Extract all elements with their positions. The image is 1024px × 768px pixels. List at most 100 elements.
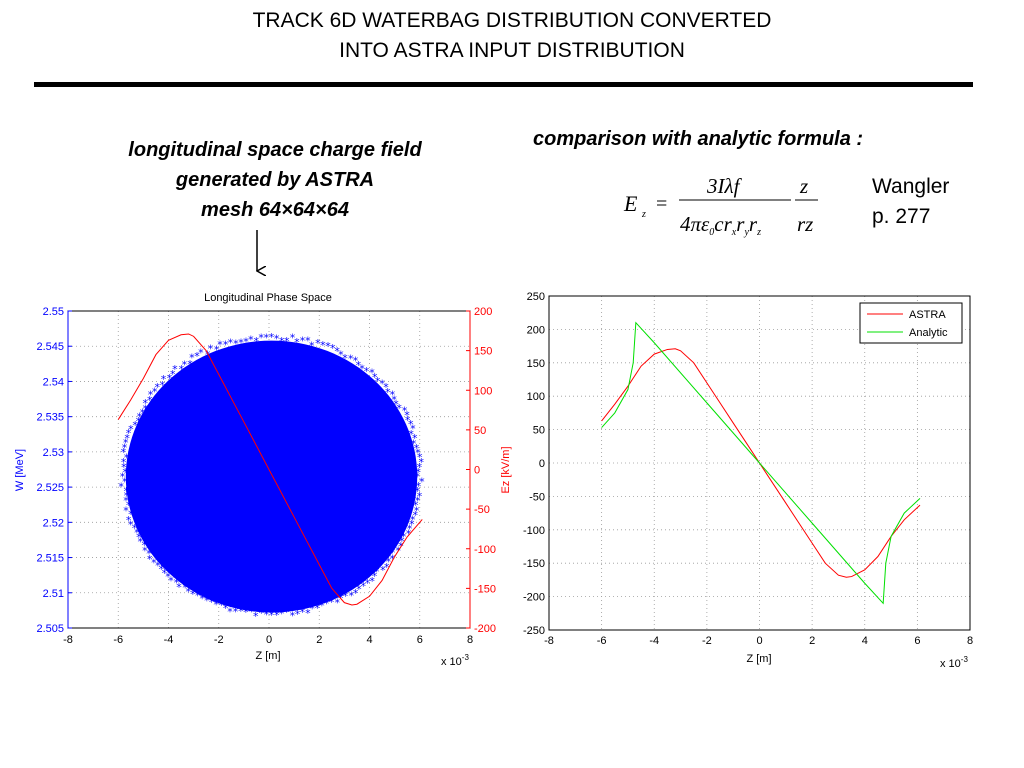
- y-tick-label: 2.54: [43, 376, 64, 388]
- chart-right-legend: ASTRA Analytic: [859, 302, 963, 344]
- scatter-point: *: [402, 405, 408, 418]
- scatter-point: *: [305, 607, 311, 620]
- scatter-point: *: [338, 349, 344, 362]
- scatter-point: *: [122, 475, 128, 488]
- formula-lhs: E: [623, 191, 638, 216]
- scatter-point: *: [264, 331, 270, 344]
- scatter-point: *: [319, 600, 325, 613]
- x-tick-label: -2: [214, 634, 224, 646]
- scatter-point: *: [396, 402, 402, 415]
- scatter-point: *: [189, 352, 195, 365]
- scatter-point: *: [369, 366, 375, 379]
- scatter-point: *: [121, 461, 127, 474]
- chart-left-y2label: Ez [kV/m]: [500, 446, 512, 493]
- chart-left-lines: [117, 333, 423, 606]
- scatter-point: *: [399, 535, 405, 548]
- scatter-point: *: [151, 556, 157, 569]
- scatter-point: *: [190, 588, 196, 601]
- scatter-point: *: [413, 509, 419, 522]
- scatter-point: *: [120, 471, 126, 484]
- scatter-point: *: [121, 446, 127, 459]
- scatter-point: *: [414, 504, 420, 517]
- x-tick-label: 4: [366, 634, 372, 646]
- scatter-point: *: [300, 606, 306, 619]
- y-tick-label: 0: [539, 458, 545, 470]
- y-tick-label: 2.535: [36, 412, 64, 424]
- x-tick-label: 2: [316, 634, 322, 646]
- scatter-point: *: [128, 518, 134, 531]
- y-tick-label: 2.545: [36, 341, 64, 353]
- scatter-point: *: [410, 423, 416, 436]
- y-tick-label: 2.515: [36, 553, 64, 565]
- scatter-point: *: [401, 531, 407, 544]
- scatter-point: *: [405, 414, 411, 427]
- scatter-point: *: [152, 385, 158, 398]
- x-tick-label: 4: [862, 635, 868, 647]
- y2-tick-label: -150: [474, 583, 496, 595]
- scatter-point: *: [416, 480, 422, 493]
- scatter-point: *: [335, 596, 341, 609]
- scatter-point: *: [170, 368, 176, 381]
- scatter-point: *: [132, 419, 138, 432]
- scatter-point: *: [415, 495, 421, 508]
- scatter-point: *: [309, 340, 315, 353]
- y2-tick-label: 50: [474, 425, 486, 437]
- scatter-point: *: [132, 522, 138, 535]
- scatter-point: *: [122, 441, 128, 454]
- y2-tick-label: -100: [474, 544, 496, 556]
- x-tick-label: -4: [164, 634, 174, 646]
- scatter-point: *: [361, 580, 367, 593]
- scatter-point: *: [141, 539, 147, 552]
- scatter-point: *: [356, 359, 362, 372]
- y-tick-label: 2.505: [36, 623, 64, 635]
- scatter-point: *: [414, 442, 420, 455]
- scatter-point: *: [410, 513, 416, 526]
- scatter-point: *: [294, 336, 300, 349]
- scatter-point: *: [136, 415, 142, 428]
- scatter-point: *: [228, 337, 234, 350]
- x-tick-label: -8: [63, 634, 73, 646]
- scatter-point: *: [124, 432, 130, 445]
- scatter-point: *: [121, 456, 127, 469]
- formula-lhs-sub: z: [641, 209, 646, 220]
- scatter-point: *: [123, 485, 129, 498]
- chart-left-x-multiplier: x 10-3: [441, 653, 469, 668]
- scatter-point: *: [195, 590, 201, 603]
- scatter-point: *: [124, 452, 130, 465]
- scatter-point: *: [325, 340, 331, 353]
- title-divider: [34, 82, 973, 87]
- scatter-point: *: [233, 337, 239, 350]
- y-tick-label: 2.52: [43, 517, 64, 529]
- scatter-point: *: [385, 386, 391, 399]
- scatter-point: *: [374, 565, 380, 578]
- legend-label-astra: ASTRA: [909, 309, 946, 321]
- scatter-point: *: [409, 518, 415, 531]
- chart-right-xlabel: Z [m]: [746, 653, 771, 665]
- scatter-point: *: [128, 508, 134, 521]
- scatter-point: *: [219, 599, 225, 612]
- scatter-point: *: [364, 365, 370, 378]
- scatter-point: *: [375, 375, 381, 388]
- scatter-point: *: [274, 332, 280, 345]
- scatter-point: *: [290, 609, 296, 622]
- scatter-point: *: [134, 526, 140, 539]
- scatter-particle-cloud: [125, 340, 418, 613]
- scatter-point: *: [259, 607, 265, 620]
- reference-author: Wangler: [872, 175, 950, 198]
- scatter-point: *: [118, 480, 124, 493]
- scatter-point: *: [194, 350, 200, 363]
- y2-tick-label: 200: [474, 306, 492, 318]
- scatter-point: *: [182, 359, 188, 372]
- scatter-point: *: [359, 363, 365, 376]
- scatter-point: *: [415, 446, 421, 459]
- scatter-point: *: [391, 393, 397, 406]
- scatter-point: *: [143, 403, 149, 416]
- scatter-point: *: [123, 504, 129, 517]
- scatter-point: *: [208, 342, 214, 355]
- y-tick-label: -150: [523, 558, 545, 570]
- y-tick-label: -50: [529, 491, 545, 503]
- scatter-point: *: [383, 381, 389, 394]
- chart-right-lines: [601, 321, 921, 605]
- chart-right-frame: [548, 295, 971, 631]
